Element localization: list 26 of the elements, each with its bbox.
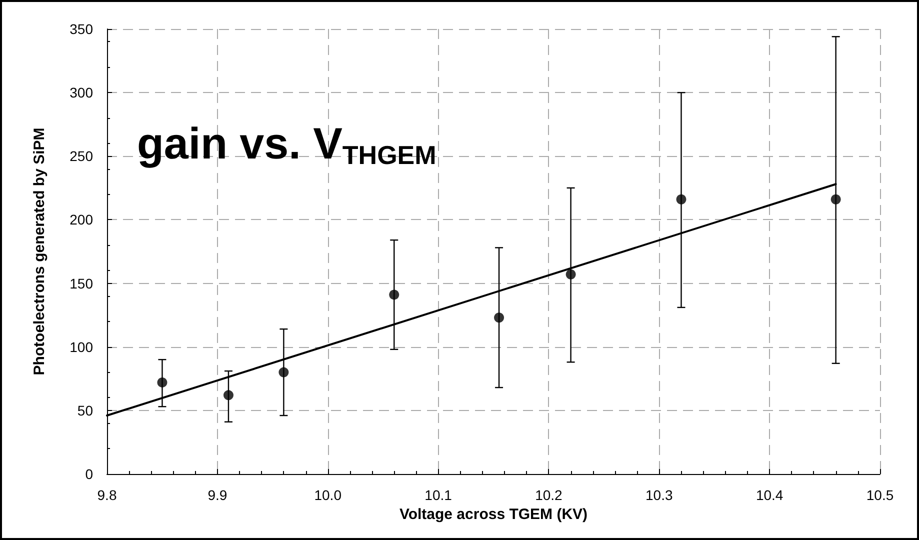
point: [157, 377, 168, 388]
x-tick-label: 10.1: [424, 487, 452, 503]
y-tick-label: 0: [85, 466, 94, 482]
y-tick-label: 300: [70, 84, 94, 101]
x-tick-label: 9.9: [208, 487, 228, 503]
y-axis-title: Photoelectrons generated by SiPM: [31, 128, 48, 376]
y-tick-label: 150: [70, 275, 94, 292]
point: [566, 269, 576, 280]
x-tick-label: 10.0: [314, 487, 342, 503]
y-tick-label: 200: [70, 212, 94, 228]
point: [830, 194, 841, 204]
y-tick-label: 100: [70, 338, 94, 355]
point: [494, 312, 504, 323]
x-tick-label: 9.8: [97, 487, 117, 503]
point: [389, 290, 400, 300]
x-tick-label: 10.5: [866, 487, 894, 503]
y-tick-label: 50: [77, 402, 94, 418]
y-tick-label: 250: [70, 148, 94, 164]
x-axis-title: Voltage across TGEM (KV): [399, 506, 588, 523]
x-tick-label: 10.3: [646, 487, 673, 503]
x-tick-label: 10.2: [535, 487, 563, 503]
point: [676, 194, 686, 204]
y-tick-label: 350: [70, 21, 94, 37]
x-tick-label: 10.4: [756, 487, 784, 503]
point: [223, 390, 234, 400]
point: [278, 367, 289, 378]
